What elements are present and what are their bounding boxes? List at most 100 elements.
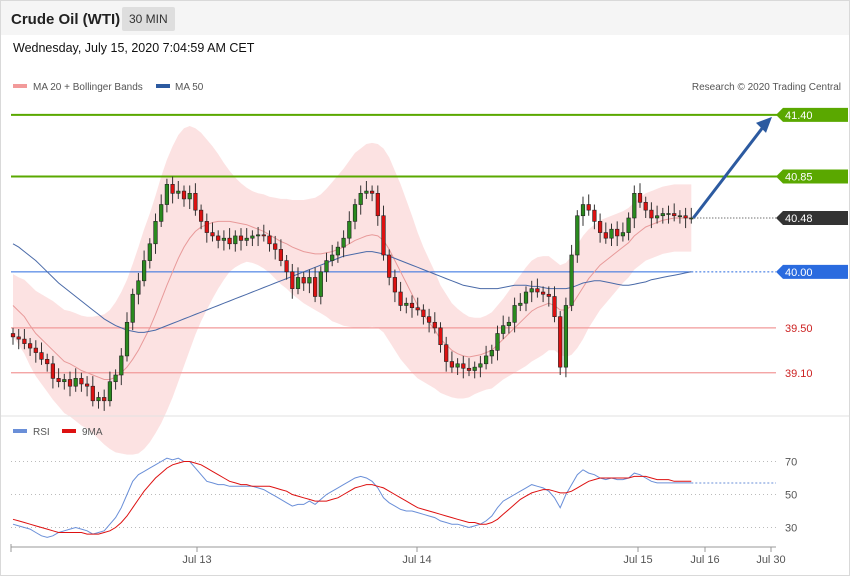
- candle-body: [312, 277, 318, 297]
- candle-body: [33, 347, 38, 353]
- rsi-tick-label: 30: [785, 523, 797, 535]
- candle: [586, 194, 591, 216]
- candle-body: [535, 288, 540, 293]
- candle: [16, 329, 21, 350]
- candle: [204, 213, 209, 243]
- candle-body: [79, 378, 84, 385]
- candle-body: [518, 302, 523, 306]
- ma20-legend-label: MA 20 + Bollinger Bands: [33, 82, 143, 93]
- candle: [358, 185, 363, 215]
- candle: [649, 202, 654, 229]
- candle-body: [438, 327, 443, 346]
- candle: [153, 213, 158, 254]
- candles-layer: [10, 176, 694, 411]
- candle-body: [609, 228, 614, 239]
- candle: [102, 389, 107, 411]
- candle: [683, 207, 688, 229]
- rsi-ma-line: [12, 461, 692, 535]
- candle-body: [483, 355, 489, 365]
- candle: [238, 228, 244, 251]
- candle-body: [478, 363, 483, 368]
- candle: [597, 213, 603, 243]
- time-axis-label: Jul 13: [182, 554, 211, 566]
- candle: [677, 210, 682, 224]
- candle: [284, 255, 289, 280]
- candle: [689, 207, 694, 224]
- candle: [626, 212, 631, 241]
- candle: [227, 228, 232, 250]
- candle: [90, 376, 95, 407]
- candle: [466, 358, 472, 377]
- candle-body: [540, 291, 546, 295]
- candle: [615, 221, 620, 247]
- candle-body: [637, 193, 643, 203]
- candle-body: [301, 277, 306, 284]
- candle-body: [221, 237, 227, 241]
- candle-body: [96, 397, 101, 402]
- candle: [369, 185, 375, 202]
- candle-body: [290, 271, 295, 289]
- candle-body: [597, 221, 603, 233]
- candle-body: [335, 246, 341, 256]
- candle-body: [404, 302, 409, 306]
- interval-badge[interactable]: 30 MIN: [122, 7, 175, 31]
- candle-body: [580, 204, 586, 217]
- candle-body: [107, 381, 112, 402]
- candle-body: [449, 361, 455, 368]
- ma50-legend-label: MA 50: [175, 82, 204, 93]
- candle-body: [250, 235, 255, 239]
- target-tag-label: 40.85: [785, 172, 813, 184]
- candle: [113, 369, 118, 390]
- candle: [398, 281, 403, 312]
- candle: [546, 286, 551, 307]
- candle: [341, 230, 346, 258]
- copyright-notice: Research © 2020 Trading Central: [692, 82, 841, 93]
- candle-body: [324, 260, 329, 273]
- candle-body: [244, 237, 249, 241]
- candle-body: [569, 254, 574, 306]
- candle: [478, 355, 483, 378]
- candle: [432, 312, 437, 334]
- candle-body: [563, 305, 568, 368]
- candle-body: [489, 350, 494, 357]
- candle: [261, 224, 266, 242]
- bollinger-band: [13, 126, 692, 455]
- candle: [347, 211, 352, 244]
- candle-body: [193, 193, 198, 211]
- candle-body: [216, 235, 221, 241]
- price-levels-layer: [11, 113, 848, 374]
- candle: [535, 278, 540, 298]
- candle: [301, 271, 306, 291]
- candle-body: [318, 271, 323, 297]
- candle: [392, 269, 398, 303]
- rsi-legend-swatch: [13, 429, 27, 433]
- candle-body: [398, 291, 403, 306]
- rsi-line: [12, 457, 692, 538]
- candle-body: [358, 193, 363, 205]
- candle-body: [199, 209, 204, 222]
- candle-body: [238, 235, 244, 241]
- candle: [421, 304, 426, 325]
- candle: [603, 222, 608, 244]
- candle-body: [341, 237, 346, 248]
- rsi-tick-label: 50: [785, 490, 797, 502]
- candle-body: [615, 228, 620, 237]
- candle: [409, 295, 415, 318]
- candle: [130, 288, 135, 331]
- candle: [119, 348, 124, 386]
- rsi-panel: 70 50 30: [11, 457, 797, 538]
- candle: [483, 345, 489, 370]
- candle-body: [56, 378, 61, 383]
- candle: [580, 196, 586, 226]
- candle-body: [495, 333, 500, 351]
- candle: [73, 368, 78, 392]
- candle-body: [660, 213, 665, 217]
- candle-body: [113, 374, 118, 383]
- candle: [85, 376, 90, 397]
- candle-body: [50, 363, 55, 379]
- candle-body: [204, 221, 209, 233]
- candle-body: [426, 316, 432, 323]
- candle: [489, 344, 494, 364]
- candle-body: [387, 254, 392, 278]
- ma50-legend-swatch: [156, 84, 170, 88]
